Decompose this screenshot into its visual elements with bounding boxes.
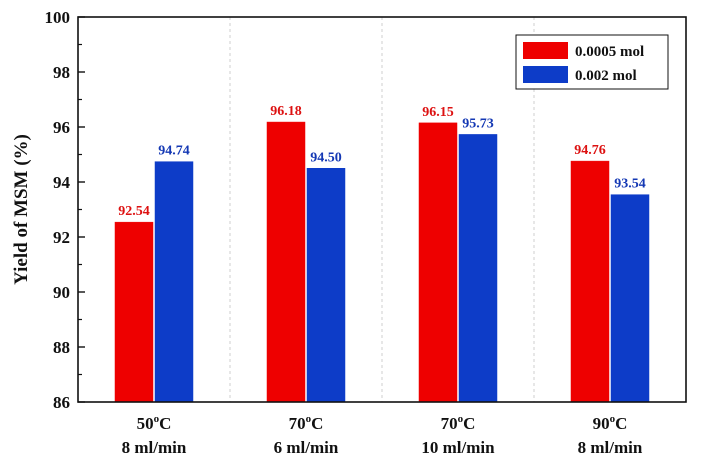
legend: 0.0005 mol 0.002 mol: [515, 34, 669, 90]
y-tick-label: 94: [53, 173, 71, 192]
bar-series2: [458, 134, 498, 403]
y-tick-label: 96: [53, 118, 70, 137]
x-category-flow-label: 6 ml/min: [274, 438, 339, 457]
x-category-flow-label: 8 ml/min: [578, 438, 643, 457]
x-category-label: 70oC: [289, 413, 324, 433]
data-label: 94.76: [574, 143, 606, 158]
bar-series2: [610, 194, 650, 403]
y-tick-label: 92: [53, 228, 70, 247]
x-category-flow-label: 10 ml/min: [421, 438, 495, 457]
y-tick-label: 88: [53, 338, 70, 357]
legend-swatch: [523, 42, 568, 59]
data-label: 93.54: [614, 177, 646, 192]
data-label: 95.73: [462, 116, 494, 131]
bar-series1: [570, 160, 610, 403]
y-tick-label: 90: [53, 283, 70, 302]
data-label: 96.15: [422, 105, 454, 120]
x-category-label: 70oC: [441, 413, 476, 433]
data-label: 96.18: [270, 104, 302, 119]
y-tick-label: 100: [45, 8, 71, 27]
x-category-flow-label: 8 ml/min: [122, 438, 187, 457]
bar-series2: [306, 168, 346, 403]
bar-series1: [114, 221, 154, 403]
y-tick-label: 98: [53, 63, 70, 82]
bar-series2: [154, 161, 194, 403]
x-category-label: 50oC: [137, 413, 172, 433]
x-category-label: 90oC: [593, 413, 628, 433]
data-label: 94.50: [310, 150, 342, 165]
legend-swatch: [523, 66, 568, 83]
y-axis-title: Yield of MSM (%): [11, 134, 32, 285]
bar-series1: [266, 121, 306, 403]
bar-series1: [418, 122, 458, 403]
data-label: 94.74: [158, 144, 190, 159]
legend-label: 0.0005 mol: [575, 44, 644, 60]
legend-label: 0.002 mol: [575, 68, 637, 84]
data-label: 92.54: [118, 204, 150, 219]
y-tick-label: 86: [53, 393, 70, 412]
